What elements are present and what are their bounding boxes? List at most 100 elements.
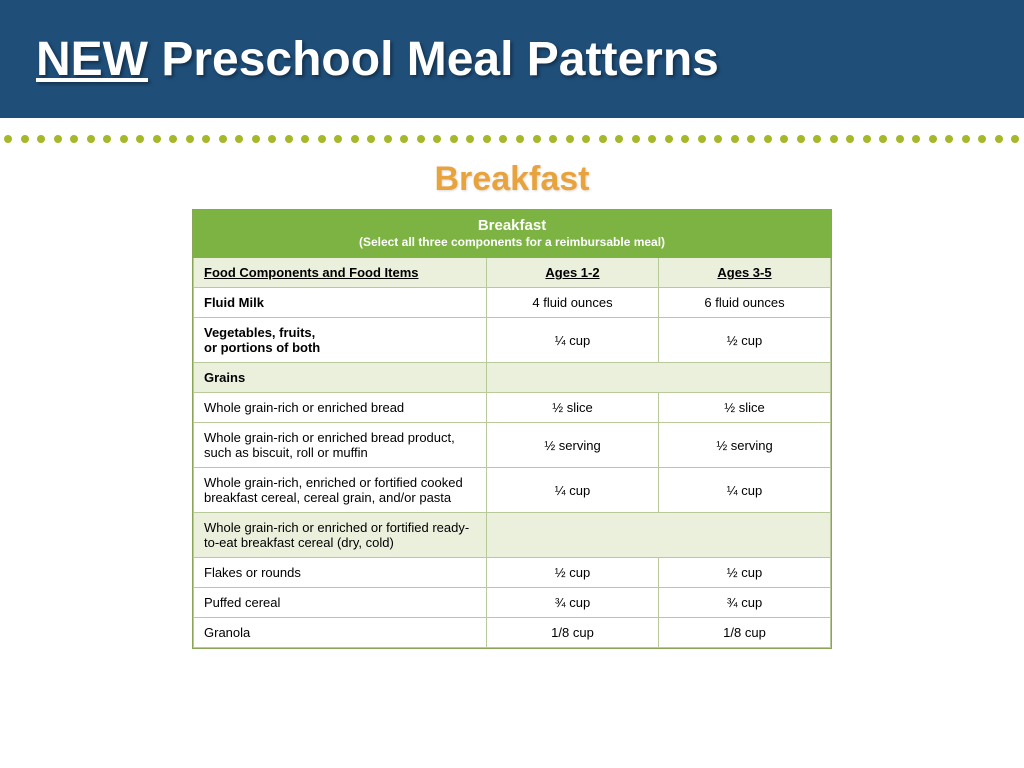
value-ages-1-2: 1/8 cup: [487, 618, 659, 648]
value-ages-3-5: ¾ cup: [659, 588, 831, 618]
table-row: Vegetables, fruits,or portions of both¼ …: [194, 318, 831, 363]
dot-icon: [120, 135, 128, 143]
dot-divider: [0, 124, 1024, 154]
dot-icon: [830, 135, 838, 143]
dot-icon: [764, 135, 772, 143]
dot-icon: [582, 135, 590, 143]
row-label: Granola: [194, 618, 487, 648]
col-head-ages-3-5: Ages 3-5: [659, 258, 831, 288]
dot-icon: [499, 135, 507, 143]
row-label: Whole grain-rich or enriched bread produ…: [194, 423, 487, 468]
value-ages-1-2: 4 fluid ounces: [487, 288, 659, 318]
dot-icon: [219, 135, 227, 143]
dot-icon: [846, 135, 854, 143]
table-row: Granola1/8 cup1/8 cup: [194, 618, 831, 648]
dot-icon: [896, 135, 904, 143]
dot-icon: [863, 135, 871, 143]
dot-icon: [648, 135, 656, 143]
dot-icon: [714, 135, 722, 143]
table-row: Fluid Milk4 fluid ounces6 fluid ounces: [194, 288, 831, 318]
row-label: Whole grain-rich or enriched bread: [194, 393, 487, 423]
dot-icon: [417, 135, 425, 143]
row-label: Flakes or rounds: [194, 558, 487, 588]
section-spacer: [487, 513, 831, 558]
column-header-row: Food Components and Food Items Ages 1-2 …: [194, 258, 831, 288]
col-head-ages-1-2: Ages 1-2: [487, 258, 659, 288]
value-ages-1-2: ¾ cup: [487, 588, 659, 618]
dot-icon: [54, 135, 62, 143]
table-row: Whole grain-rich or enriched or fortifie…: [194, 513, 831, 558]
dot-icon: [136, 135, 144, 143]
dot-icon: [433, 135, 441, 143]
value-ages-3-5: ¼ cup: [659, 468, 831, 513]
table-body: Fluid Milk4 fluid ounces6 fluid ouncesVe…: [194, 288, 831, 648]
dot-icon: [929, 135, 937, 143]
header-bar: NEW Preschool Meal Patterns: [0, 0, 1024, 118]
meal-table: Breakfast (Select all three components f…: [193, 210, 831, 648]
dot-icon: [533, 135, 541, 143]
dot-icon: [466, 135, 474, 143]
value-ages-3-5: ½ cup: [659, 558, 831, 588]
dot-icon: [252, 135, 260, 143]
dot-icon: [301, 135, 309, 143]
dot-icon: [169, 135, 177, 143]
dot-icon: [4, 135, 12, 143]
row-label: Grains: [194, 363, 487, 393]
dot-icon: [665, 135, 673, 143]
dot-icon: [747, 135, 755, 143]
table-row: Grains: [194, 363, 831, 393]
dot-icon: [516, 135, 524, 143]
table-row: Puffed cereal¾ cup¾ cup: [194, 588, 831, 618]
value-ages-1-2: ½ slice: [487, 393, 659, 423]
dot-icon: [235, 135, 243, 143]
value-ages-3-5: 6 fluid ounces: [659, 288, 831, 318]
page-title: NEW Preschool Meal Patterns: [36, 32, 719, 87]
dot-icon: [945, 135, 953, 143]
dot-icon: [87, 135, 95, 143]
value-ages-3-5: ½ serving: [659, 423, 831, 468]
dot-icon: [797, 135, 805, 143]
dot-icon: [318, 135, 326, 143]
row-label: Fluid Milk: [194, 288, 487, 318]
row-label: Whole grain-rich or enriched or fortifie…: [194, 513, 487, 558]
dot-icon: [285, 135, 293, 143]
dot-icon: [698, 135, 706, 143]
table-title-cell: Breakfast (Select all three components f…: [194, 211, 831, 258]
dot-icon: [813, 135, 821, 143]
dot-icon: [615, 135, 623, 143]
dot-icon: [632, 135, 640, 143]
dot-icon: [202, 135, 210, 143]
section-title: Breakfast: [0, 160, 1024, 199]
dot-icon: [549, 135, 557, 143]
dot-icon: [103, 135, 111, 143]
value-ages-1-2: ¼ cup: [487, 468, 659, 513]
table-row: Flakes or rounds½ cup½ cup: [194, 558, 831, 588]
table-row: Whole grain-rich, enriched or fortified …: [194, 468, 831, 513]
dot-icon: [912, 135, 920, 143]
dot-icon: [962, 135, 970, 143]
dot-icon: [351, 135, 359, 143]
table-row: Whole grain-rich or enriched bread produ…: [194, 423, 831, 468]
meal-table-wrap: Breakfast (Select all three components f…: [192, 209, 832, 649]
value-ages-3-5: 1/8 cup: [659, 618, 831, 648]
section-spacer: [487, 363, 831, 393]
title-emphasis: NEW: [36, 33, 148, 86]
dot-icon: [153, 135, 161, 143]
dot-icon: [599, 135, 607, 143]
dot-icon: [681, 135, 689, 143]
dot-icon: [70, 135, 78, 143]
table-title-main: Breakfast: [198, 217, 826, 234]
row-label: Vegetables, fruits,or portions of both: [194, 318, 487, 363]
row-label: Puffed cereal: [194, 588, 487, 618]
dot-icon: [21, 135, 29, 143]
dot-icon: [334, 135, 342, 143]
value-ages-1-2: ½ cup: [487, 558, 659, 588]
value-ages-1-2: ½ serving: [487, 423, 659, 468]
dot-icon: [566, 135, 574, 143]
dot-icon: [450, 135, 458, 143]
dot-icon: [780, 135, 788, 143]
dot-icon: [384, 135, 392, 143]
dot-icon: [186, 135, 194, 143]
title-rest: Preschool Meal Patterns: [148, 33, 719, 86]
dot-icon: [483, 135, 491, 143]
